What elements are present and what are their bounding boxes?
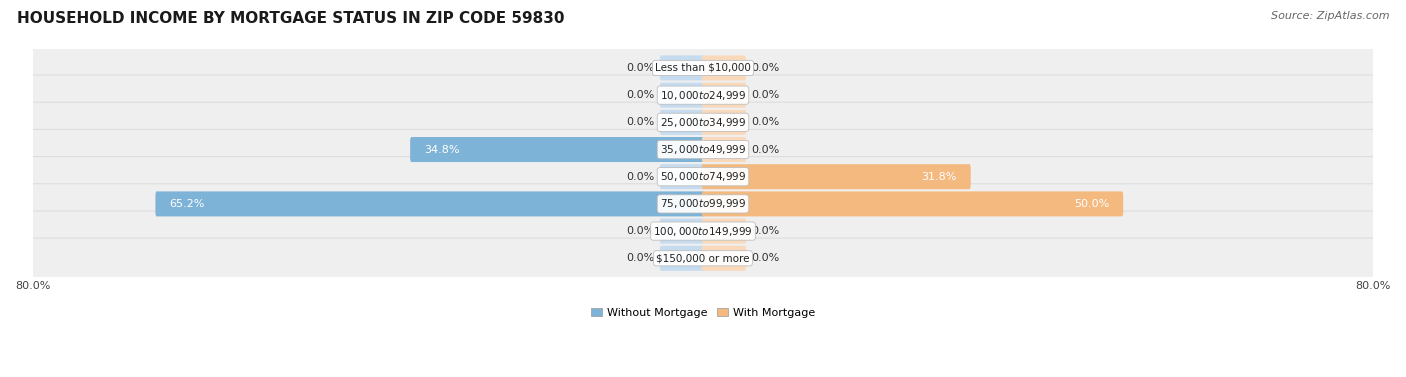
FancyBboxPatch shape (659, 219, 704, 244)
Text: 0.0%: 0.0% (752, 253, 780, 263)
Text: 0.0%: 0.0% (752, 117, 780, 127)
Text: 0.0%: 0.0% (752, 144, 780, 155)
FancyBboxPatch shape (659, 110, 704, 135)
Text: 0.0%: 0.0% (626, 253, 654, 263)
Text: 34.8%: 34.8% (425, 144, 460, 155)
Text: 31.8%: 31.8% (921, 172, 957, 182)
FancyBboxPatch shape (30, 102, 1376, 143)
Text: HOUSEHOLD INCOME BY MORTGAGE STATUS IN ZIP CODE 59830: HOUSEHOLD INCOME BY MORTGAGE STATUS IN Z… (17, 11, 564, 26)
FancyBboxPatch shape (30, 75, 1376, 115)
FancyBboxPatch shape (702, 164, 970, 189)
Text: $75,000 to $99,999: $75,000 to $99,999 (659, 198, 747, 210)
FancyBboxPatch shape (30, 129, 1376, 170)
FancyBboxPatch shape (702, 192, 1123, 216)
FancyBboxPatch shape (30, 48, 1376, 88)
FancyBboxPatch shape (659, 246, 704, 271)
Text: $100,000 to $149,999: $100,000 to $149,999 (654, 225, 752, 238)
Legend: Without Mortgage, With Mortgage: Without Mortgage, With Mortgage (586, 303, 820, 322)
FancyBboxPatch shape (30, 238, 1376, 278)
FancyBboxPatch shape (702, 83, 747, 108)
Text: 0.0%: 0.0% (626, 172, 654, 182)
Text: 65.2%: 65.2% (169, 199, 205, 209)
FancyBboxPatch shape (659, 164, 704, 189)
Text: 0.0%: 0.0% (752, 63, 780, 73)
FancyBboxPatch shape (702, 137, 747, 162)
Text: 0.0%: 0.0% (626, 226, 654, 236)
FancyBboxPatch shape (702, 110, 747, 135)
Text: Source: ZipAtlas.com: Source: ZipAtlas.com (1271, 11, 1389, 21)
Text: 0.0%: 0.0% (626, 117, 654, 127)
Text: 50.0%: 50.0% (1074, 199, 1109, 209)
Text: 0.0%: 0.0% (752, 226, 780, 236)
FancyBboxPatch shape (659, 55, 704, 80)
Text: 0.0%: 0.0% (626, 63, 654, 73)
Text: 0.0%: 0.0% (752, 90, 780, 100)
FancyBboxPatch shape (411, 137, 704, 162)
Text: $35,000 to $49,999: $35,000 to $49,999 (659, 143, 747, 156)
FancyBboxPatch shape (30, 184, 1376, 224)
FancyBboxPatch shape (30, 156, 1376, 197)
FancyBboxPatch shape (659, 83, 704, 108)
FancyBboxPatch shape (702, 219, 747, 244)
Text: $50,000 to $74,999: $50,000 to $74,999 (659, 170, 747, 183)
FancyBboxPatch shape (702, 55, 747, 80)
Text: $150,000 or more: $150,000 or more (657, 253, 749, 263)
FancyBboxPatch shape (156, 192, 704, 216)
Text: $25,000 to $34,999: $25,000 to $34,999 (659, 116, 747, 129)
FancyBboxPatch shape (702, 246, 747, 271)
Text: $10,000 to $24,999: $10,000 to $24,999 (659, 89, 747, 102)
Text: 0.0%: 0.0% (626, 90, 654, 100)
Text: Less than $10,000: Less than $10,000 (655, 63, 751, 73)
FancyBboxPatch shape (30, 211, 1376, 251)
